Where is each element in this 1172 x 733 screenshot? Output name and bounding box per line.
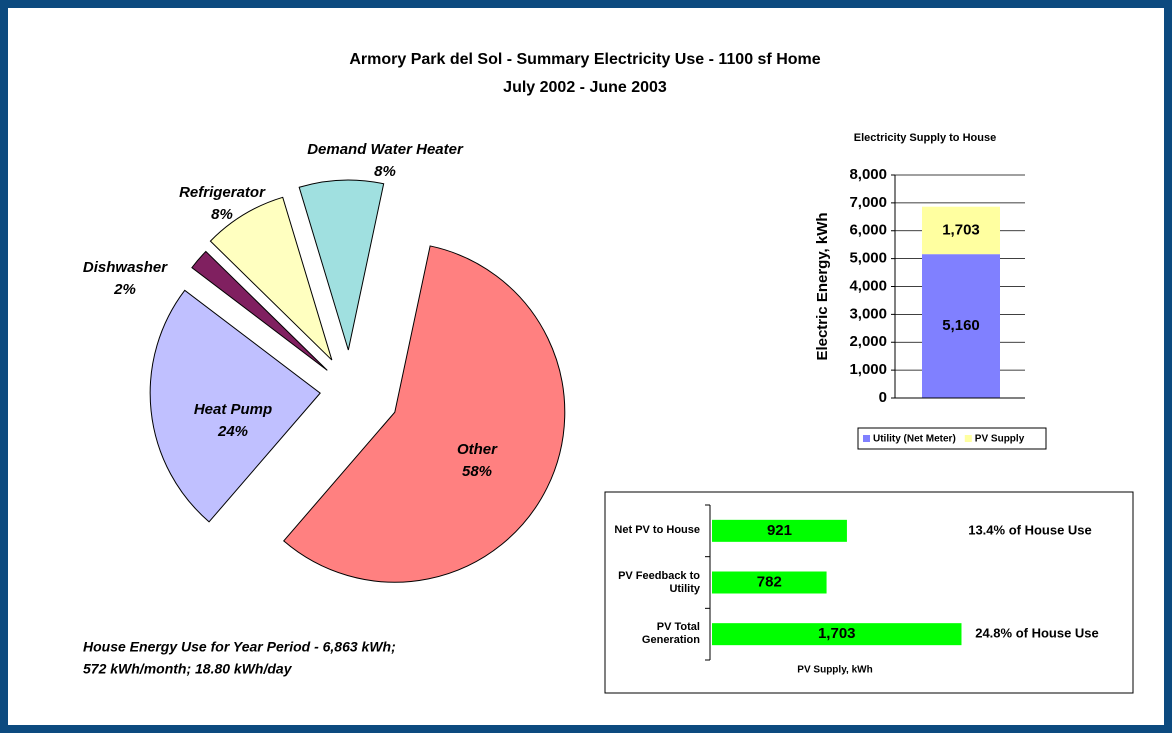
pie-slice <box>149 289 321 523</box>
bar-segment <box>922 206 1000 255</box>
y-tick-label: 8,000 <box>849 166 887 183</box>
y-tick-label: 7,000 <box>849 194 887 211</box>
y-tick-label: 3,000 <box>849 305 887 322</box>
y-tick-label: 6,000 <box>849 222 887 239</box>
chart-title: Armory Park del Sol - Summary Electricit… <box>349 51 820 68</box>
slice-value-label: 8% <box>374 163 396 180</box>
y-tick-label: 0 <box>879 389 887 406</box>
legend-frame <box>857 427 1047 450</box>
bar <box>712 519 847 542</box>
slice-label: Dishwasher <box>83 259 168 276</box>
y-tick-label: PV Total Generation <box>641 621 700 647</box>
pie-slice <box>191 250 328 371</box>
annotation: House Energy Use for Year Period - 6,863… <box>83 639 396 655</box>
bar-value-label: 1,703 <box>818 625 856 642</box>
slice-value-label: 58% <box>462 463 492 480</box>
annotation: 13.4% of House Use <box>968 522 1092 537</box>
bar <box>712 571 827 594</box>
chart-title: Electricity Supply to House <box>854 132 996 144</box>
slice-label: Other <box>457 441 498 458</box>
legend-swatch <box>863 435 870 442</box>
bar-value-label: 782 <box>757 573 782 590</box>
annotation: 24.8% of House Use <box>975 626 1099 641</box>
pie-slice <box>298 179 385 351</box>
y-tick-label: 1,000 <box>849 361 887 378</box>
x-axis-label: PV Supply, kWh <box>797 665 872 676</box>
slice-value-label: 8% <box>211 206 233 223</box>
legend-label: PV Supply <box>975 434 1025 445</box>
slice-label: Demand Water Heater <box>307 141 464 158</box>
hbar-frame <box>604 491 1134 694</box>
slice-value-label: 2% <box>113 281 136 298</box>
bar-value-label: 1,703 <box>942 221 980 238</box>
bar-segment <box>922 254 1000 398</box>
bar-value-label: 5,160 <box>942 317 980 334</box>
y-tick-label: 5,000 <box>849 250 887 267</box>
y-tick-label: PV Feedback to Utility <box>618 569 700 595</box>
legend-label: Utility (Net Meter) <box>873 434 956 445</box>
bar <box>712 623 962 646</box>
legend-swatch <box>964 435 972 442</box>
y-tick-label: Net PV to House <box>614 524 700 537</box>
chart-subtitle: July 2002 - June 2003 <box>503 79 667 96</box>
y-axis-label: Electric Energy, kWh <box>814 212 831 360</box>
pie-slice <box>282 245 566 583</box>
annotation: 572 kWh/month; 18.80 kWh/day <box>83 661 293 677</box>
slice-value-label: 24% <box>217 423 248 440</box>
bar-value-label: 921 <box>767 522 792 539</box>
slice-label: Refrigerator <box>179 184 266 201</box>
y-tick-label: 2,000 <box>849 333 887 350</box>
pie-slice <box>209 196 333 361</box>
slice-label: Heat Pump <box>194 401 272 418</box>
y-tick-label: 4,000 <box>849 277 887 294</box>
